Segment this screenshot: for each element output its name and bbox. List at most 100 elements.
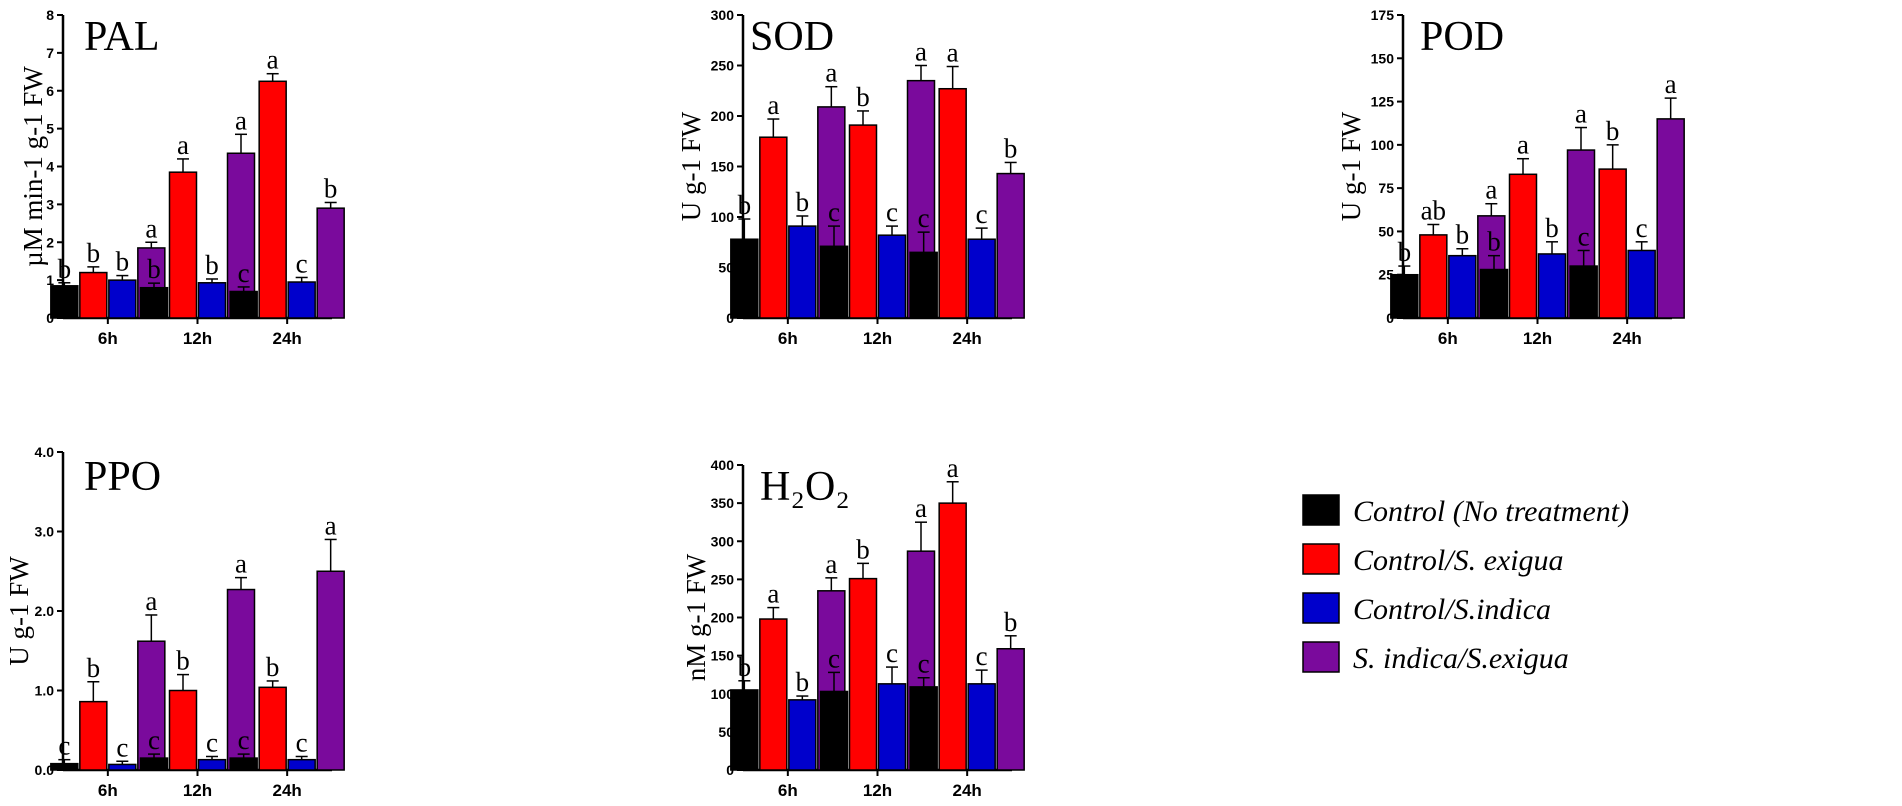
- significance-label: c: [1636, 213, 1648, 243]
- bar-control: [50, 285, 79, 319]
- x-tick-label: 12h: [183, 329, 212, 348]
- y-tick-label: 350: [711, 495, 735, 511]
- significance-label: a: [235, 105, 247, 135]
- bar-control-s-exigua: [938, 502, 967, 771]
- significance-label: c: [976, 199, 988, 229]
- bar-control-s-indica: [877, 683, 907, 771]
- y-tick-label: 250: [711, 571, 735, 587]
- significance-label: c: [886, 197, 898, 227]
- bar-control: [1479, 268, 1509, 319]
- x-tick-label: 6h: [98, 781, 118, 800]
- legend-label: S. indica/S.exigua: [1353, 642, 1569, 675]
- significance-label: b: [147, 254, 161, 284]
- bar-control-s-exigua: [79, 271, 108, 319]
- bar-s-indica-s-exigua: [996, 172, 1025, 319]
- significance-label: c: [918, 649, 930, 679]
- significance-label: c: [296, 248, 308, 278]
- bar-control-s-exigua: [1508, 173, 1538, 319]
- bar-s-indica-s-exigua: [316, 570, 345, 771]
- significance-label: a: [915, 37, 927, 67]
- significance-label: a: [767, 90, 779, 120]
- bar-control-s-indica: [1537, 253, 1567, 319]
- x-tick-label: 12h: [183, 781, 212, 800]
- y-tick-label: 3.0: [35, 524, 55, 540]
- bar-control-s-indica: [197, 282, 227, 319]
- x-tick-label: 24h: [953, 781, 982, 800]
- bar-control: [1569, 265, 1598, 319]
- significance-label: a: [177, 130, 189, 160]
- bar-control-s-indica: [967, 683, 996, 771]
- bar-control-s-indica: [1448, 254, 1477, 319]
- significance-label: b: [324, 173, 338, 203]
- chart-title: PPO: [84, 454, 161, 500]
- legend-item-control-s-indica: Control/S.indica: [1302, 592, 1551, 626]
- legend-swatch: [1302, 543, 1340, 575]
- y-tick-label: 5: [46, 121, 54, 137]
- bar-control-s-indica: [788, 225, 817, 319]
- y-tick-label: 75: [1378, 180, 1394, 196]
- significance-label: b: [796, 667, 810, 697]
- x-tick-label: 12h: [863, 781, 892, 800]
- significance-label: a: [325, 510, 337, 540]
- y-tick-label: 100: [711, 686, 735, 702]
- y-tick-label: 0.0: [35, 762, 55, 778]
- y-tick-label: 175: [1371, 7, 1395, 23]
- bar-control-s-exigua: [168, 171, 198, 319]
- bar-control-s-indica: [788, 699, 817, 771]
- legend: Control (No treatment) Control/S. exigua C…: [1302, 494, 1629, 675]
- significance-label: b: [1398, 237, 1412, 267]
- chart-title: PAL: [84, 14, 160, 60]
- bar-control-s-exigua: [258, 686, 287, 771]
- significance-label: c: [148, 725, 160, 755]
- bar-control-s-indica: [287, 758, 316, 771]
- bar-control: [50, 762, 79, 771]
- significance-label: b: [1004, 607, 1018, 637]
- bar-s-indica-s-exigua: [137, 640, 166, 771]
- bar-control: [139, 286, 169, 319]
- significance-label: c: [206, 727, 218, 757]
- significance-label: b: [856, 534, 870, 564]
- legend-item-s-indica-s-exigua: S. indica/S.exigua: [1302, 641, 1569, 675]
- chart-title: H₂O₂: [760, 464, 850, 510]
- significance-label: b: [176, 646, 190, 676]
- x-tick-label: 12h: [1523, 329, 1552, 348]
- bar-control-s-indica: [108, 279, 137, 319]
- significance-label: b: [738, 652, 752, 682]
- significance-label: c: [886, 638, 898, 668]
- significance-label: b: [87, 238, 101, 268]
- y-tick-label: 2: [46, 234, 54, 250]
- significance-label: b: [87, 653, 101, 683]
- bar-control-s-exigua: [79, 700, 108, 771]
- y-tick-label: 250: [711, 58, 735, 74]
- legend-label: Control (No treatment): [1353, 495, 1629, 528]
- y-tick-label: 3: [46, 196, 54, 212]
- chart-title: POD: [1420, 14, 1504, 60]
- y-axis-label: U g-1 FW: [1336, 111, 1366, 221]
- bar-s-indica-s-exigua: [316, 207, 345, 319]
- y-tick-label: 150: [711, 648, 735, 664]
- bar-control: [730, 689, 759, 771]
- legend-swatch: [1302, 641, 1340, 673]
- y-tick-label: 8: [46, 7, 54, 23]
- significance-label: c: [238, 725, 250, 755]
- significance-label: a: [1517, 130, 1529, 160]
- bar-control-s-indica: [967, 238, 996, 319]
- bar-control: [909, 686, 938, 771]
- significance-label: a: [767, 579, 779, 609]
- y-tick-label: 7: [46, 45, 54, 61]
- significance-label: c: [296, 727, 308, 757]
- x-tick-label: 6h: [778, 781, 798, 800]
- bar-control: [730, 238, 759, 319]
- significance-label: a: [825, 549, 837, 579]
- significance-label: b: [796, 187, 810, 217]
- bar-s-indica-s-exigua: [996, 648, 1025, 771]
- significance-label: b: [856, 82, 870, 112]
- bar-control-s-exigua: [258, 80, 287, 319]
- significance-label: c: [976, 641, 988, 671]
- y-tick-label: 300: [711, 533, 735, 549]
- significance-label: b: [738, 190, 752, 220]
- significance-label: a: [915, 493, 927, 523]
